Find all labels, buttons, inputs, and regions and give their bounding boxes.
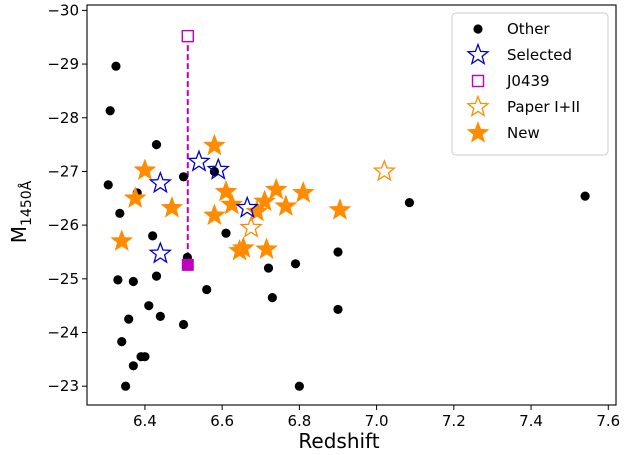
y-tick-label: −26 bbox=[47, 216, 79, 234]
other-point bbox=[144, 301, 153, 310]
y-tick-label: −28 bbox=[47, 109, 79, 127]
other-point bbox=[115, 209, 124, 218]
j0439-open-square bbox=[182, 31, 193, 42]
new-point bbox=[112, 231, 132, 250]
new-point bbox=[135, 160, 155, 179]
y-tick-label: −30 bbox=[47, 1, 79, 19]
j0439-filled-square bbox=[182, 259, 193, 270]
other-point bbox=[295, 382, 304, 391]
x-tick-label: 7.4 bbox=[519, 412, 543, 430]
x-axis-label: Redshift bbox=[298, 429, 379, 453]
legend-marker-other bbox=[473, 24, 482, 33]
y-tick-label: −24 bbox=[47, 324, 79, 342]
legend-label: J0439 bbox=[506, 72, 550, 90]
new-point bbox=[204, 205, 224, 224]
new-point bbox=[276, 196, 296, 215]
legend-label: Other bbox=[507, 20, 550, 38]
other-point bbox=[106, 106, 115, 115]
legend-label: Paper I+II bbox=[507, 98, 580, 116]
new-point bbox=[125, 188, 145, 207]
legend-label: Selected bbox=[507, 46, 572, 64]
other-point bbox=[156, 312, 165, 321]
y-axis-label-sub: 1450Å bbox=[18, 180, 35, 226]
other-point bbox=[152, 272, 161, 281]
new-point bbox=[162, 197, 182, 216]
legend-marker-j0439 bbox=[473, 76, 484, 87]
new-point bbox=[330, 200, 350, 219]
x-tick-label: 7.2 bbox=[442, 412, 466, 430]
other-point bbox=[129, 361, 138, 370]
y-tick-label: −23 bbox=[47, 377, 79, 395]
new-point bbox=[204, 135, 224, 154]
other-point bbox=[179, 320, 188, 329]
other-point bbox=[121, 382, 130, 391]
y-axis-label-main: M bbox=[7, 226, 31, 243]
other-point bbox=[124, 314, 133, 323]
paper-point bbox=[374, 161, 394, 180]
other-point bbox=[202, 285, 211, 294]
other-point bbox=[104, 180, 113, 189]
y-axis-label: M1450Å bbox=[7, 180, 35, 243]
other-point bbox=[152, 140, 161, 149]
selected-point bbox=[208, 159, 228, 178]
other-point bbox=[111, 62, 120, 71]
other-point bbox=[129, 277, 138, 286]
selected-point bbox=[189, 151, 209, 170]
y-tick-label: −27 bbox=[47, 162, 79, 180]
y-tick-label: −29 bbox=[47, 55, 79, 73]
legend-label: New bbox=[507, 124, 540, 142]
other-point bbox=[140, 352, 149, 361]
other-point bbox=[291, 259, 300, 268]
other-point bbox=[264, 263, 273, 272]
other-point bbox=[117, 337, 126, 346]
x-tick-label: 7.0 bbox=[365, 412, 389, 430]
other-point bbox=[268, 293, 277, 302]
x-tick-label: 6.6 bbox=[210, 412, 234, 430]
other-point bbox=[148, 231, 157, 240]
selected-point bbox=[150, 243, 170, 262]
selected-point bbox=[150, 173, 170, 192]
other-point bbox=[179, 172, 188, 181]
x-tick-label: 6.4 bbox=[133, 412, 157, 430]
legend: Other Selected J0439 Paper I+II New bbox=[452, 13, 608, 155]
other-point bbox=[333, 305, 342, 314]
other-point bbox=[581, 192, 590, 201]
other-point bbox=[333, 247, 342, 256]
new-point bbox=[293, 182, 313, 201]
other-point bbox=[221, 229, 230, 238]
x-tick-label: 6.8 bbox=[287, 412, 311, 430]
x-tick-label: 7.6 bbox=[596, 412, 620, 430]
y-tick-label: −25 bbox=[47, 270, 79, 288]
new-point bbox=[257, 239, 277, 258]
new-point bbox=[266, 179, 286, 198]
other-point bbox=[113, 275, 122, 284]
other-point bbox=[405, 198, 414, 207]
